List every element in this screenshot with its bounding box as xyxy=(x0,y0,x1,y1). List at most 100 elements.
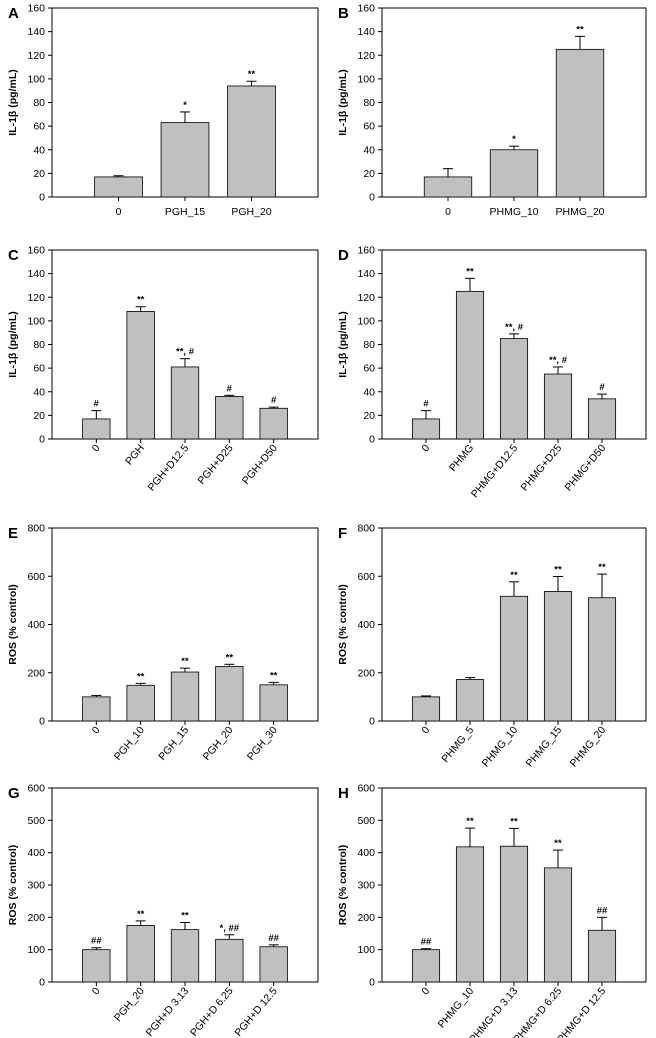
bar-f-4 xyxy=(587,597,617,722)
y-tick-label-d: 140 xyxy=(357,268,375,280)
y-tick-label-h: 0 xyxy=(369,977,375,989)
significance-label-g-2: ** xyxy=(181,911,189,922)
panel-letter-e: E xyxy=(8,525,18,542)
x-tick-label-e-4: PGH_30 xyxy=(245,724,280,763)
y-axis-label-c: IL-1β (pg/mL) xyxy=(7,311,19,377)
significance-label-b-2: ** xyxy=(576,24,584,35)
y-tick-label-g: 100 xyxy=(27,944,45,956)
x-tick-label-c-0: 0 xyxy=(90,442,103,454)
y-axis-label-h: ROS (% control) xyxy=(337,845,349,926)
bar-h-2 xyxy=(499,845,529,983)
significance-label-c-2: **, # xyxy=(176,347,195,358)
bar-a-2 xyxy=(227,85,276,198)
y-tick-label-b: 120 xyxy=(357,50,375,62)
bar-g-1 xyxy=(126,925,155,983)
x-tick-label-h-0: 0 xyxy=(419,985,432,997)
bar-f-3 xyxy=(543,591,573,722)
significance-label-g-4: ## xyxy=(268,933,279,944)
y-tick-label-c: 80 xyxy=(33,339,45,351)
y-tick-label-h: 200 xyxy=(357,912,375,924)
y-axis-label-f: ROS (% control) xyxy=(337,584,349,665)
y-tick-label-b: 100 xyxy=(357,73,375,85)
significance-label-h-4: ## xyxy=(597,905,608,916)
x-tick-label-a-2: PGH_20 xyxy=(231,206,271,218)
x-tick-label-g-0: 0 xyxy=(90,985,103,997)
significance-label-a-1: * xyxy=(183,100,187,111)
x-tick-label-b-1: PHMG_10 xyxy=(489,206,538,218)
y-tick-label-a: 40 xyxy=(33,144,45,156)
y-tick-label-a: 0 xyxy=(39,192,45,204)
y-tick-label-e: 400 xyxy=(27,619,45,631)
bar-e-1 xyxy=(126,684,155,722)
y-tick-label-b: 60 xyxy=(363,121,375,133)
bar-d-3 xyxy=(543,373,573,440)
y-tick-label-a: 20 xyxy=(33,168,45,180)
significance-label-f-3: ** xyxy=(554,564,562,575)
y-tick-label-b: 40 xyxy=(363,144,375,156)
y-tick-label-c: 140 xyxy=(27,268,45,280)
significance-label-d-3: **, # xyxy=(549,355,568,366)
x-tick-label-b-2: PHMG_20 xyxy=(555,206,604,218)
x-tick-label-g-4: PGH+D 12.5 xyxy=(232,985,280,1038)
significance-label-h-3: ** xyxy=(554,838,562,849)
y-axis-label-e: ROS (% control) xyxy=(7,584,19,665)
y-axis-label-b: IL-1β (pg/mL) xyxy=(337,69,349,135)
y-tick-label-f: 600 xyxy=(357,571,375,583)
x-tick-label-c-3: PGH+D25 xyxy=(195,442,235,487)
significance-label-c-1: ** xyxy=(137,295,145,306)
bar-f-1 xyxy=(455,679,485,722)
y-tick-label-d: 80 xyxy=(363,339,375,351)
significance-label-h-0: ## xyxy=(421,937,432,948)
bar-c-1 xyxy=(126,311,155,440)
y-tick-label-a: 60 xyxy=(33,121,45,133)
y-tick-label-d: 160 xyxy=(357,245,375,257)
bar-f-0 xyxy=(411,696,441,722)
bar-e-3 xyxy=(215,666,244,722)
y-tick-label-c: 0 xyxy=(39,434,45,446)
x-tick-label-b-0: 0 xyxy=(445,206,451,218)
bar-e-0 xyxy=(82,696,111,722)
bar-g-0 xyxy=(82,949,111,983)
significance-label-d-0: # xyxy=(423,399,429,410)
bar-d-2 xyxy=(499,338,529,440)
bar-h-3 xyxy=(543,867,573,983)
significance-label-e-2: ** xyxy=(181,656,189,667)
y-tick-label-e: 0 xyxy=(39,716,45,728)
y-tick-label-g: 300 xyxy=(27,880,45,892)
bar-d-1 xyxy=(455,290,485,440)
x-tick-label-c-2: PGH+D12.5 xyxy=(146,442,192,493)
bar-e-4 xyxy=(259,684,288,722)
y-tick-label-g: 600 xyxy=(27,783,45,795)
panel-letter-f: F xyxy=(338,525,347,542)
y-tick-label-a: 140 xyxy=(27,26,45,38)
y-tick-label-a: 100 xyxy=(27,73,45,85)
significance-label-d-4: # xyxy=(599,382,605,393)
x-tick-label-h-1: PHMG_10 xyxy=(436,985,477,1030)
y-tick-label-d: 0 xyxy=(369,434,375,446)
panel-letter-c: C xyxy=(8,247,19,264)
y-tick-label-a: 160 xyxy=(27,3,45,15)
significance-label-g-3: *, ## xyxy=(220,923,240,934)
y-tick-label-b: 20 xyxy=(363,168,375,180)
y-tick-label-a: 120 xyxy=(27,50,45,62)
y-tick-label-c: 40 xyxy=(33,386,45,398)
x-tick-label-g-3: PGH+D 6.25 xyxy=(188,985,236,1038)
y-tick-label-h: 600 xyxy=(357,783,375,795)
bar-g-3 xyxy=(215,938,244,983)
x-tick-label-f-4: PHMG_20 xyxy=(568,724,609,769)
y-tick-label-c: 20 xyxy=(33,410,45,422)
y-tick-label-h: 400 xyxy=(357,847,375,859)
x-tick-label-d-2: PHMG+D12.5 xyxy=(469,442,520,500)
bar-c-3 xyxy=(215,396,244,440)
y-tick-label-b: 80 xyxy=(363,97,375,109)
bar-a-1 xyxy=(160,122,210,198)
x-tick-label-f-0: 0 xyxy=(419,724,432,736)
panel-letter-h: H xyxy=(338,785,349,802)
x-tick-label-f-1: PHMG_5 xyxy=(439,724,476,765)
y-tick-label-d: 120 xyxy=(357,292,375,304)
significance-label-e-4: ** xyxy=(270,670,278,681)
bar-h-1 xyxy=(455,846,485,983)
y-tick-label-g: 0 xyxy=(39,977,45,989)
bar-b-2 xyxy=(555,48,605,198)
bar-c-4 xyxy=(259,407,288,440)
